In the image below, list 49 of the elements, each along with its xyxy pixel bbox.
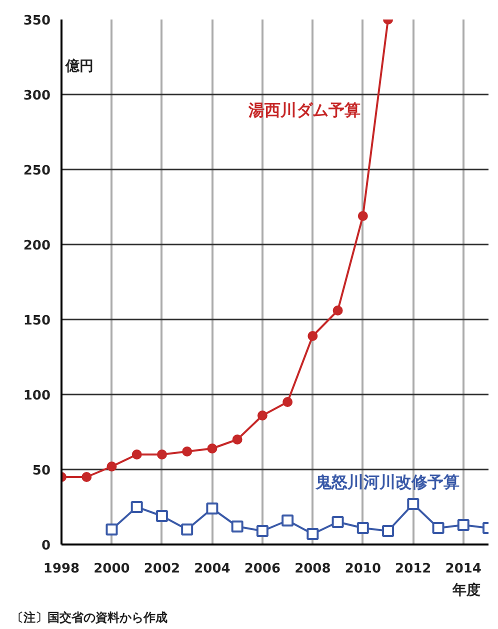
point <box>156 450 167 460</box>
point <box>358 211 368 221</box>
point <box>332 516 344 528</box>
point <box>182 446 192 456</box>
x-tick-label: 1998 <box>43 562 80 576</box>
point <box>132 450 142 460</box>
point <box>206 502 218 514</box>
y-tick-label: 100 <box>23 388 51 404</box>
point <box>356 522 369 534</box>
y-tick-label: 250 <box>23 164 51 178</box>
point <box>106 462 117 472</box>
x-tick-label: 2004 <box>194 562 230 576</box>
y-tick-label: 50 <box>32 464 51 478</box>
y-tick-label: 300 <box>23 88 51 104</box>
point <box>256 525 268 537</box>
point <box>332 306 343 316</box>
point <box>156 510 168 522</box>
point <box>382 525 394 537</box>
point <box>407 498 420 510</box>
series-label: 湯西川ダム予算 <box>248 100 360 120</box>
x-tick-label: 2014 <box>445 562 482 576</box>
text: 〔注〕国交省の資料から作成 <box>12 610 168 624</box>
point <box>432 522 444 534</box>
point <box>130 501 143 513</box>
y-tick-label: 200 <box>23 238 51 254</box>
x-tick-label: 2012 <box>395 562 432 576</box>
point <box>308 331 318 341</box>
series-label: 鬼怒川河川改修予算 <box>314 472 460 492</box>
point <box>106 524 118 536</box>
x-tick-label: 2000 <box>94 562 130 576</box>
x-tick-label: 2006 <box>244 562 281 576</box>
y-tick-label: 350 <box>23 14 51 28</box>
y-axis-title: 億円 <box>64 58 94 74</box>
point <box>232 434 242 444</box>
y-tick-label: 150 <box>23 314 51 328</box>
x-axis-title: 年度 <box>452 582 480 598</box>
point <box>181 524 194 536</box>
point <box>82 472 92 482</box>
x-tick-label: 2002 <box>144 562 180 576</box>
y-tick-label: 0 <box>41 538 50 554</box>
point <box>282 514 294 526</box>
point <box>282 397 293 407</box>
point <box>231 520 244 532</box>
x-tick-label: 2010 <box>344 562 382 576</box>
point <box>306 528 319 540</box>
x-tick-label: 2008 <box>294 562 331 576</box>
point <box>207 444 218 454</box>
point <box>457 519 470 531</box>
point <box>257 410 268 420</box>
